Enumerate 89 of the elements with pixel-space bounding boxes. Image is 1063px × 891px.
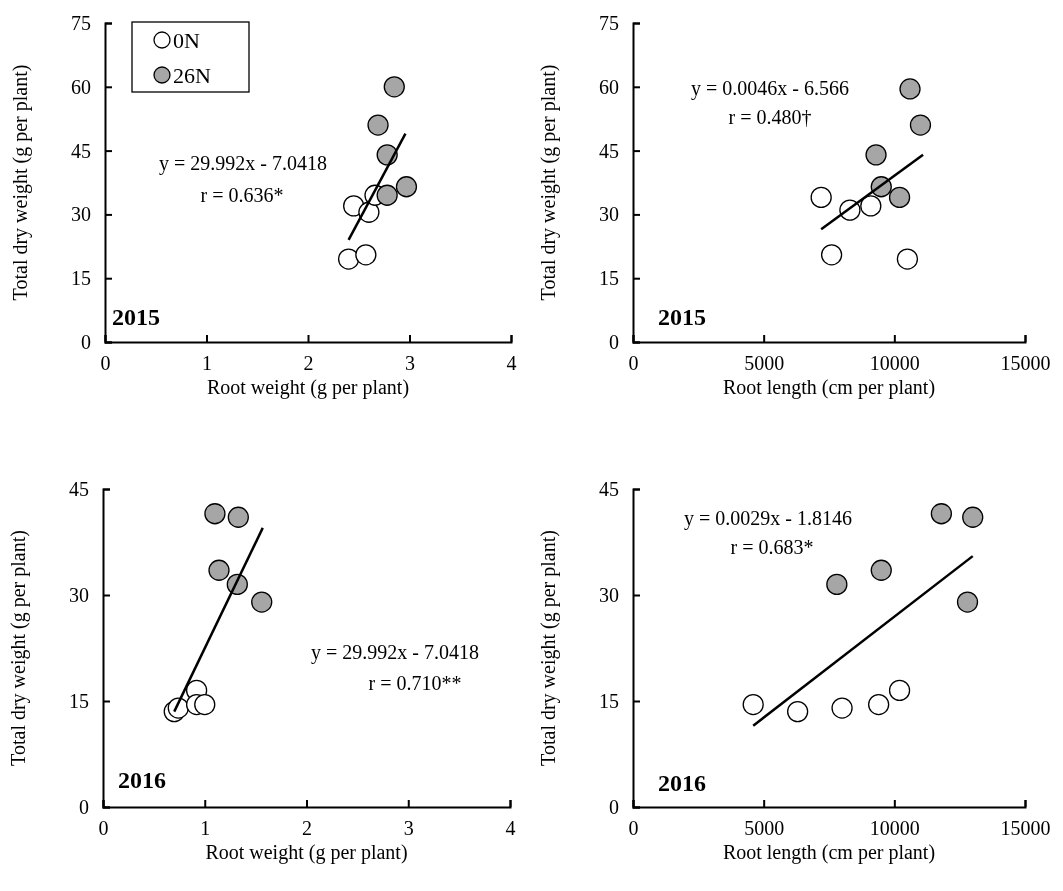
y-tick-label: 30 [599, 203, 619, 226]
x-tick-label: 3 [405, 352, 415, 375]
x-tick-label: 10000 [869, 352, 920, 375]
y-tick-label: 15 [599, 689, 619, 712]
annotation: y = 0.0029x - 1.8146 [684, 507, 852, 530]
y-tick-label: 0 [79, 795, 89, 818]
x-tick-label: 0 [98, 817, 109, 840]
point [831, 697, 853, 719]
x-tick-label: 2 [302, 817, 312, 840]
x-tick-label: 0 [628, 352, 639, 375]
x-axis-title: Root weight (g per plant) [205, 841, 408, 864]
y-axis-title: Total dry weight (g per plant) [537, 64, 560, 301]
point [194, 693, 216, 716]
x-tick-label: 4 [505, 817, 516, 840]
point [930, 503, 953, 525]
annotation: y = 0.0046x - 6.566 [691, 77, 849, 100]
point [899, 78, 921, 100]
point [826, 573, 848, 596]
point [896, 248, 919, 270]
x-tick-label: 2 [303, 352, 314, 375]
annotation: r = 0.710** [368, 672, 462, 694]
x-tick-label: 15000 [1000, 817, 1051, 840]
point [888, 679, 911, 702]
x-axis-title: Root length (cm per plant) [722, 841, 936, 864]
x-tick-label: 1 [202, 352, 212, 375]
point [865, 144, 887, 166]
annotation: 2016 [118, 767, 166, 793]
y-tick-label: 0 [609, 330, 619, 353]
point [870, 559, 892, 581]
point [962, 506, 984, 528]
annotation: 2015 [112, 304, 160, 330]
point [395, 176, 418, 198]
x-tick-label: 4 [506, 352, 517, 375]
x-tick-label: 5000 [744, 817, 785, 840]
annotation: r = 0.636* [200, 184, 284, 206]
legend-label: 0N [173, 27, 200, 53]
y-tick-label: 75 [599, 11, 619, 34]
annotation: r = 0.683* [730, 536, 814, 558]
annotation: 2016 [658, 770, 706, 796]
y-tick-label: 45 [599, 139, 619, 162]
annotation: y = 29.992x - 7.0418 [159, 152, 327, 175]
x-tick-label: 3 [403, 817, 414, 840]
y-tick-label: 30 [599, 583, 619, 606]
x-axis-title: Root weight (g per plant) [206, 376, 410, 399]
point [810, 186, 832, 209]
point [888, 186, 911, 209]
point [355, 244, 377, 266]
y-tick-label: 30 [69, 583, 89, 606]
annotation: r = 0.480† [728, 106, 812, 128]
annotation: y = 29.992x - 7.0418 [311, 641, 479, 664]
y-tick-label: 0 [609, 795, 619, 818]
point [367, 114, 389, 136]
y-tick-label: 45 [599, 477, 619, 500]
point [868, 693, 890, 716]
point [742, 693, 764, 716]
x-tick-label: 0 [628, 817, 639, 840]
annotation: 2015 [658, 304, 706, 330]
x-tick-label: 1 [200, 817, 211, 840]
point [860, 195, 882, 217]
x-tick-label: 15000 [1000, 352, 1051, 375]
point [227, 506, 249, 528]
point [337, 248, 360, 270]
point [909, 114, 932, 136]
y-tick-label: 15 [71, 267, 91, 290]
point [383, 76, 405, 98]
y-tick-label: 15 [599, 267, 619, 290]
y-tick-label: 15 [69, 689, 89, 712]
y-tick-label: 45 [71, 139, 91, 162]
x-tick-label: 0 [100, 352, 111, 375]
point [376, 184, 398, 206]
y-tick-label: 75 [71, 11, 91, 34]
legend-label: 26N [173, 62, 211, 88]
point [204, 503, 226, 525]
y-axis-title: Total dry weight (g per plant) [537, 530, 560, 766]
x-tick-label: 10000 [869, 817, 920, 840]
x-axis-title: Root length (cm per plant) [722, 376, 936, 399]
y-tick-label: 60 [599, 75, 619, 98]
y-tick-label: 45 [69, 477, 89, 500]
x-tick-label: 5000 [744, 352, 785, 375]
y-tick-label: 60 [71, 75, 91, 98]
y-tick-label: 30 [71, 203, 91, 226]
y-axis-title: Total dry weight (g per plant) [7, 530, 30, 766]
y-axis-title: Total dry weight (g per plant) [9, 64, 32, 301]
y-tick-label: 0 [81, 330, 91, 353]
point [251, 591, 273, 613]
point [820, 244, 843, 266]
point [786, 700, 809, 723]
point [208, 559, 230, 581]
point [956, 591, 979, 613]
